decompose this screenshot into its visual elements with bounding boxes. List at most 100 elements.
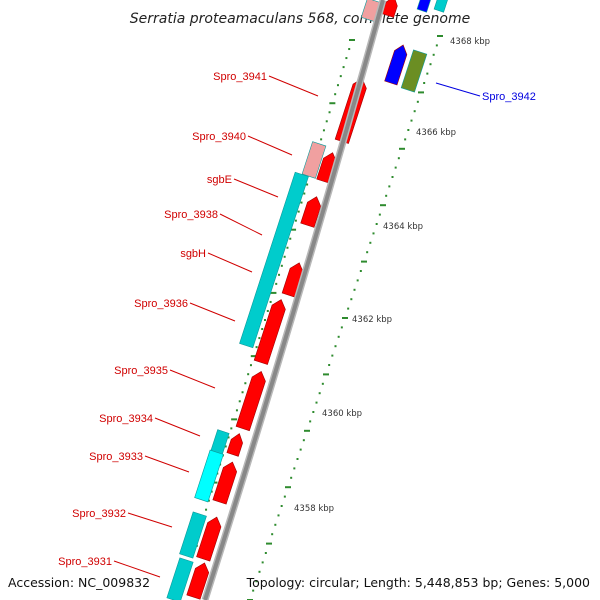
inner-tick (270, 291, 277, 294)
scale-tick (399, 147, 405, 150)
cds-arrow-shape (186, 562, 210, 600)
inner-tick (322, 129, 325, 132)
reverse-cds-shape (384, 44, 408, 86)
scale-tick (418, 91, 424, 94)
cyan-feature (194, 449, 224, 503)
inner-tick (275, 282, 278, 285)
scale-tick (299, 448, 302, 451)
scale-tick (290, 476, 293, 479)
reverse-cds-shape (416, 0, 432, 13)
scale-tick (309, 420, 312, 423)
inner-tick (300, 201, 303, 204)
cyan-feature (210, 429, 230, 455)
faded-gene-shape (301, 141, 327, 179)
reverse-cds (384, 44, 408, 86)
cds-arrow (226, 433, 243, 457)
inner-tick (345, 57, 348, 60)
inner-tick (235, 409, 238, 412)
scale-tick (258, 570, 261, 573)
scale-tick (285, 486, 291, 489)
scale-tick (296, 458, 299, 460)
scale-tick (423, 82, 426, 84)
scale-tick (334, 345, 337, 348)
scale-tick (261, 561, 264, 564)
cds-arrow-shape (300, 196, 322, 228)
inner-tick (289, 237, 292, 240)
gene-label: Spro_3935 (114, 365, 168, 377)
inner-tick (210, 490, 213, 493)
scale-tick (378, 213, 381, 216)
inner-tick (227, 436, 230, 439)
accession-text: Accession: NC_009832 (8, 575, 150, 590)
gene-leader-line (435, 82, 481, 97)
cds-arrow (300, 196, 322, 228)
gene-leader-line (207, 252, 253, 273)
inner-tick (280, 264, 283, 267)
scale-tick (321, 382, 324, 385)
gene-label: Spro_3940 (192, 131, 246, 143)
inner-tick (249, 364, 252, 367)
cyan-feature (179, 511, 207, 559)
inner-tick (283, 255, 286, 258)
inner-tick (329, 102, 336, 105)
cds-arrow-shape (226, 433, 243, 457)
scale-label: 4368 kbp (450, 37, 490, 47)
scale-tick (283, 495, 286, 498)
scale-label: 4364 kbp (383, 222, 423, 232)
scale-tick (432, 53, 435, 56)
scale-tick (315, 401, 318, 404)
scale-tick (372, 232, 375, 235)
cds-arrow (235, 371, 266, 432)
scale-label: 4358 kbp (294, 504, 334, 514)
cds-arrow-shape (253, 299, 286, 365)
gene-label: Spro_3941 (213, 71, 267, 83)
inner-tick (207, 499, 210, 502)
inner-tick (264, 319, 266, 321)
gene-label: sgbE (207, 174, 232, 186)
inner-tick (334, 93, 337, 96)
scale-tick (361, 260, 367, 263)
cds-arrow-shape (235, 371, 266, 432)
gene-leader-line (169, 369, 216, 389)
scale-tick (380, 204, 386, 207)
inner-tick (325, 120, 328, 123)
scale-tick (413, 110, 416, 113)
scale-tick (347, 307, 350, 310)
gene-label: Spro_3934 (99, 413, 153, 425)
gene-label: Spro_3931 (58, 556, 112, 568)
scale-tick (435, 44, 438, 47)
inner-tick (297, 210, 300, 213)
scale-label: 4360 kbp (322, 409, 362, 419)
cyan-feature-shape (239, 171, 309, 349)
inner-tick (320, 138, 323, 141)
scale-labels: 4368 kbp 4366 kbp 4364 kbp 4362 kbp 4360 kbp… (294, 37, 490, 514)
inner-tick (290, 228, 297, 231)
scale-tick (385, 194, 388, 197)
scale-tick (277, 514, 280, 517)
scale-tick (312, 411, 315, 413)
gene-leader-line (247, 135, 293, 156)
inner-tick (328, 111, 331, 114)
inner-tick (238, 400, 241, 403)
scale-label: 4366 kbp (416, 128, 456, 138)
gene-label: sgbH (180, 248, 206, 260)
scale-tick (252, 589, 255, 592)
scale-tick (353, 288, 356, 291)
scale-tick (394, 166, 397, 169)
inner-tick (349, 39, 355, 41)
inner-tick (294, 219, 297, 222)
cds-arrow (212, 461, 237, 505)
scale-tick (318, 392, 321, 395)
scale-tick (328, 364, 331, 366)
faded-gene (301, 141, 327, 179)
gene-leader-line (113, 560, 161, 578)
scale-tick (437, 35, 443, 37)
cyan-feature-shape (179, 511, 207, 559)
gene-leader-line (268, 75, 319, 97)
scale-tick (404, 138, 407, 141)
scale-tick (426, 72, 429, 75)
scale-tick (391, 176, 394, 178)
gene-label: Spro_3936 (134, 298, 188, 310)
scale-tick (359, 270, 362, 272)
inner-tick (336, 84, 339, 87)
